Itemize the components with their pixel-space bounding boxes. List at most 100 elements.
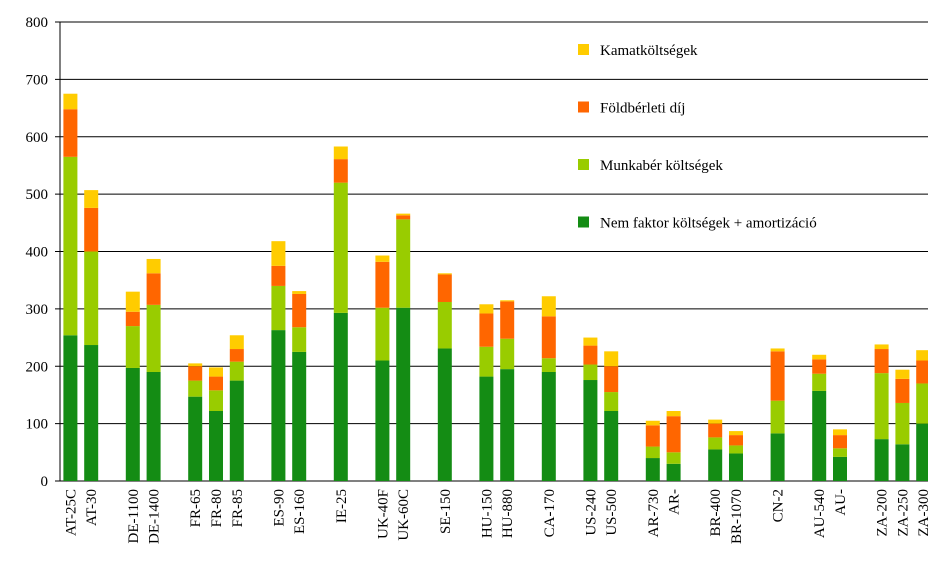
bar-segment <box>812 355 826 360</box>
bar-segment <box>895 379 909 403</box>
bar-segment <box>812 391 826 481</box>
bar-segment <box>812 374 826 391</box>
bar-segment <box>438 348 452 481</box>
bar-segment <box>271 266 285 286</box>
legend-swatch <box>578 217 589 228</box>
x-tick-label: AT-25C <box>63 489 79 536</box>
x-tick-label: BR-400 <box>708 489 724 537</box>
bar-segment <box>708 449 722 481</box>
x-tick-label: AU-540 <box>812 489 828 538</box>
bar-segment <box>646 447 660 458</box>
bar-segment <box>292 291 306 294</box>
bar-segment <box>375 308 389 361</box>
bar-segment <box>875 344 889 349</box>
bar-segment <box>542 358 556 372</box>
x-tick-label: DE-1100 <box>126 489 142 543</box>
x-tick-label: HU-150 <box>479 489 495 538</box>
bar-segment <box>126 312 140 326</box>
bar-segment <box>916 383 928 423</box>
x-tick-label: FR-65 <box>188 489 204 527</box>
bar-segment <box>396 215 410 219</box>
x-tick-label: ZA-200 <box>875 489 891 537</box>
bar-segment <box>583 380 597 481</box>
bar-segment <box>604 366 618 392</box>
x-tick-label: SE-150 <box>438 489 454 534</box>
bar-segment <box>334 183 348 313</box>
legend-label: Nem faktor költségek + amortizáció <box>600 216 817 232</box>
bar-segment <box>542 316 556 358</box>
x-tick-label: CA-170 <box>542 489 558 537</box>
bar-segment <box>375 361 389 481</box>
bar-segment <box>583 338 597 346</box>
bar-segment <box>479 304 493 313</box>
x-tick-label: CN-2 <box>771 489 787 522</box>
bar-segment <box>63 157 77 335</box>
bar-segment <box>708 420 722 424</box>
x-tick-label: ES-160 <box>292 489 308 534</box>
bar-segment <box>542 296 556 316</box>
x-tick-label: AR- <box>667 489 683 515</box>
bar-segment <box>708 437 722 449</box>
bar-segment <box>230 362 244 381</box>
bar-segment <box>209 367 223 376</box>
bar-segment <box>63 335 77 481</box>
bar-segment <box>271 330 285 481</box>
bar-segment <box>396 308 410 481</box>
bar-segment <box>500 369 514 481</box>
bar-segment <box>188 366 202 380</box>
legend-label: Munkabér költségek <box>600 158 723 174</box>
bar-segment <box>604 411 618 481</box>
bar-segment <box>583 365 597 380</box>
bar-segment <box>916 424 928 481</box>
bar-segment <box>771 351 785 400</box>
legend-label: Kamatköltségek <box>600 43 698 59</box>
bar-segment <box>147 273 161 305</box>
bar-segment <box>895 444 909 481</box>
bar-segment <box>209 377 223 391</box>
bar-segment <box>271 286 285 330</box>
bar-segment <box>729 435 743 445</box>
bar-segment <box>438 273 452 274</box>
bar-segment <box>126 368 140 481</box>
bar-segment <box>646 425 660 446</box>
bar-segment <box>479 377 493 481</box>
bar-segment <box>84 208 98 252</box>
bar-segment <box>667 411 681 416</box>
bar-segment <box>438 302 452 348</box>
x-tick-label: ES-90 <box>271 489 287 527</box>
bar-segment <box>188 381 202 397</box>
bar-segment <box>771 401 785 434</box>
x-tick-label: UK-60C <box>396 489 412 541</box>
bar-segment <box>833 429 847 435</box>
bar-segment <box>230 349 244 362</box>
x-tick-label: ZA-250 <box>895 489 911 537</box>
bar-segment <box>479 347 493 377</box>
bar-segment <box>271 241 285 266</box>
bar-segment <box>895 403 909 444</box>
bar-segment <box>583 346 597 365</box>
bar-segment <box>708 424 722 438</box>
bar-segment <box>500 301 514 338</box>
x-tick-label: DE-1400 <box>147 489 163 544</box>
bar-segment <box>375 256 389 262</box>
bar-segment <box>147 305 161 372</box>
bar-segment <box>63 109 77 157</box>
bar-segment <box>667 416 681 452</box>
bar-segment <box>604 351 618 366</box>
bar-segment <box>729 431 743 435</box>
bar-segment <box>84 345 98 481</box>
bar-segment <box>646 421 660 426</box>
bar-segment <box>875 439 889 481</box>
bar-segment <box>126 292 140 312</box>
bar-segment <box>147 259 161 273</box>
bar-segment <box>230 335 244 349</box>
legend-swatch <box>578 102 589 113</box>
bar-segment <box>895 370 909 379</box>
y-tick-label: 700 <box>26 72 49 88</box>
y-tick-label: 400 <box>26 245 49 261</box>
x-tick-label: US-240 <box>583 489 599 536</box>
bar-segment <box>833 435 847 448</box>
y-tick-label: 100 <box>26 417 49 433</box>
